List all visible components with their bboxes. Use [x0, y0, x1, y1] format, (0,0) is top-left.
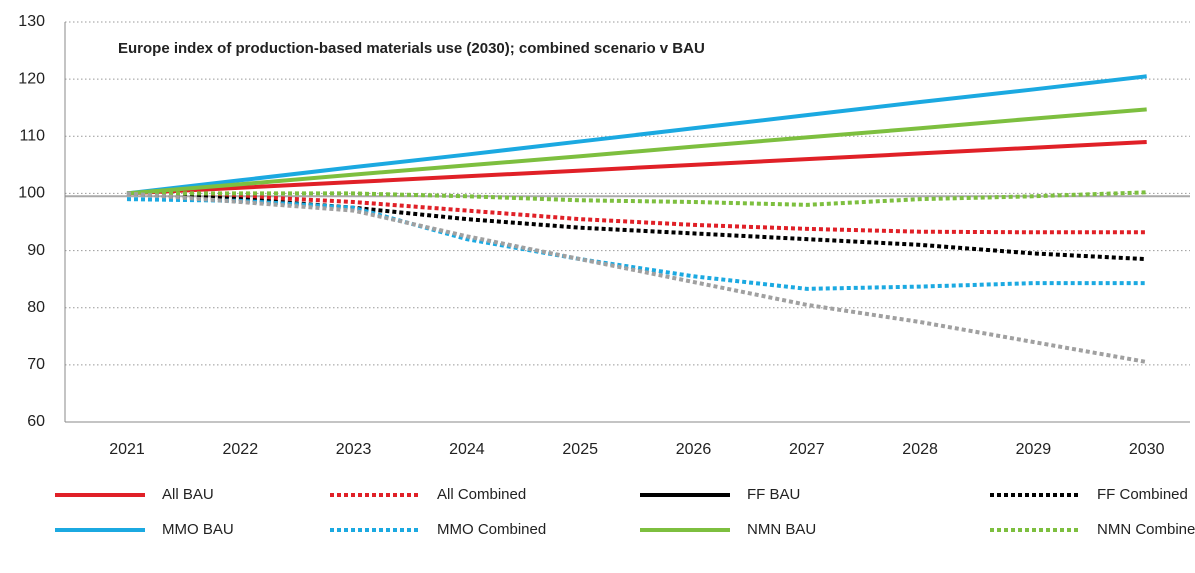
legend-label: NMN Combined [1097, 521, 1195, 538]
y-tick-label: 120 [18, 70, 45, 87]
chart-title: Europe index of production-based materia… [118, 40, 705, 57]
series-line [126, 107, 1147, 196]
x-tick-label: 2024 [449, 441, 485, 458]
x-tick-label: 2027 [789, 441, 825, 458]
series-line [126, 197, 1147, 291]
y-tick-label: 70 [27, 356, 45, 373]
legend-label: All Combined [437, 486, 526, 503]
x-tick-label: 2029 [1016, 441, 1052, 458]
series-line [126, 140, 1147, 196]
y-tick-label: 90 [27, 242, 45, 259]
legend-label: MMO BAU [162, 521, 234, 538]
series-line [127, 190, 1147, 207]
legend-label: FF BAU [747, 486, 800, 503]
x-tick-label: 2021 [109, 441, 145, 458]
x-tick-label: 2025 [562, 441, 598, 458]
y-tick-label: 110 [19, 128, 45, 145]
y-tick-label: 60 [27, 413, 45, 430]
y-tick-label: 100 [18, 185, 45, 202]
series-line [126, 191, 1148, 364]
legend-label: NMN BAU [747, 521, 816, 538]
x-tick-label: 2028 [902, 441, 938, 458]
series-line [126, 74, 1147, 196]
legend-label: FF Combined [1097, 486, 1188, 503]
x-tick-label: 2022 [223, 441, 259, 458]
x-tick-label: 2030 [1129, 441, 1165, 458]
legend-label: MMO Combined [437, 521, 546, 538]
y-tick-label: 80 [27, 299, 45, 316]
series-line [126, 191, 1147, 262]
legend-label: All BAU [162, 486, 214, 503]
x-tick-label: 2026 [676, 441, 712, 458]
y-tick-label: 130 [18, 13, 45, 30]
series-line [126, 191, 1147, 235]
x-tick-label: 2023 [336, 441, 372, 458]
